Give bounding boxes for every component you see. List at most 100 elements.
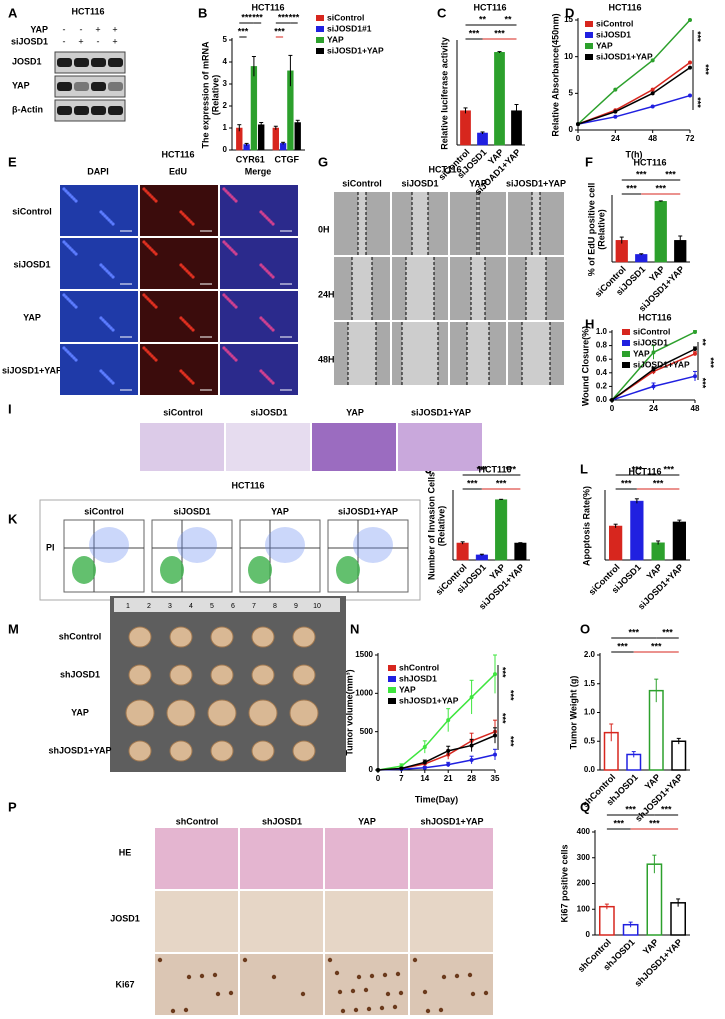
ki67-nucleus: [334, 970, 340, 976]
nucleus: [267, 218, 271, 222]
ruler-number: 4: [189, 603, 193, 610]
nucleus: [228, 246, 232, 250]
significance-label: ***: [477, 464, 488, 474]
nucleus: [191, 328, 195, 332]
nucleus: [265, 322, 269, 326]
nucleus: [70, 301, 74, 305]
nucleus: [70, 195, 74, 199]
ki67-nucleus: [186, 974, 192, 980]
invasion-image: [312, 423, 396, 471]
bar: [672, 521, 686, 561]
panel-letter: K: [8, 511, 18, 526]
significance-label: ***: [653, 478, 664, 488]
legend-swatch: [585, 54, 593, 60]
micrograph: [140, 238, 218, 289]
column-label: siJOSD1+YAP: [338, 506, 398, 516]
column-label: siControl: [163, 407, 203, 417]
nucleus: [230, 248, 234, 252]
nucleus: [263, 214, 267, 218]
cell-scatter: [177, 527, 217, 563]
legend-swatch: [388, 698, 396, 704]
line: [577, 94, 691, 125]
y-tick-label: 0: [569, 125, 574, 134]
bar: [654, 201, 667, 263]
ki67-nucleus: [157, 957, 163, 963]
legend-swatch: [316, 15, 324, 21]
significance-label: ***: [701, 64, 711, 75]
ihc-image: [325, 891, 408, 952]
legend-label: YAP: [327, 34, 344, 44]
legend-swatch: [388, 676, 396, 682]
ki67-nucleus: [228, 990, 234, 996]
chart-title: HCT116: [608, 2, 641, 12]
tumor: [128, 664, 152, 686]
micrograph: [140, 344, 218, 395]
condition-sign: -: [80, 24, 83, 34]
bar: [671, 740, 687, 771]
significance-label: ***: [506, 690, 516, 701]
ihc-image: [240, 954, 323, 1015]
significance-label: ***: [238, 26, 249, 36]
x-tick-label: 72: [686, 134, 695, 143]
ruler: [114, 598, 340, 612]
nucleus: [152, 197, 156, 201]
significance-label: ***: [469, 28, 480, 38]
y-tick-label: 1.5: [584, 679, 596, 688]
wound-gap: [348, 322, 376, 385]
micrograph: [60, 238, 138, 289]
point: [399, 766, 404, 771]
nucleus: [150, 195, 154, 199]
blot-strip: [54, 51, 126, 74]
nucleus: [224, 242, 228, 246]
nucleus: [74, 305, 78, 309]
ki67-nucleus: [183, 1007, 189, 1013]
significance-label: ***: [706, 357, 716, 368]
invasion-image: [398, 423, 482, 471]
nucleus: [224, 189, 228, 193]
nucleus: [146, 191, 150, 195]
nucleus: [191, 275, 195, 279]
legend-label: siJOSD1: [596, 29, 631, 39]
row-label: siJOSD1+YAP: [2, 365, 62, 375]
nucleus: [66, 191, 70, 195]
nucleus: [99, 210, 103, 214]
significance-label: ***: [636, 169, 647, 179]
x-tick-label: 24: [611, 134, 620, 143]
band: [74, 106, 89, 115]
legend-swatch: [316, 26, 324, 32]
bar: [477, 132, 488, 146]
y-tick-label: 0.6: [596, 354, 608, 363]
blot-title: HCT116: [71, 6, 104, 16]
y-tick-label: 0.2: [596, 382, 608, 391]
nucleus: [271, 328, 275, 332]
x-tick-label: 0: [576, 134, 581, 143]
nucleus: [185, 216, 189, 220]
nucleus: [107, 271, 111, 275]
nucleus: [226, 191, 230, 195]
significance-label: ***: [498, 667, 508, 678]
y-tick-label: 1500: [355, 650, 373, 659]
column-label: siJOSD1: [173, 506, 210, 516]
bar: [494, 52, 505, 146]
y-tick-label: 4: [223, 57, 228, 66]
x-tick-label: 0: [376, 774, 381, 783]
panel-letter: M: [8, 621, 19, 636]
bar: [272, 127, 279, 151]
nucleus: [183, 267, 187, 271]
row-label: HE: [119, 847, 132, 857]
wound-gap: [471, 257, 485, 320]
significance-label: ***: [505, 464, 516, 474]
y-tick-label: 0.0: [596, 395, 608, 404]
ihc-image: [410, 891, 493, 952]
nucleus: [150, 248, 154, 252]
y-tick-label: 0: [586, 930, 591, 939]
nucleus: [261, 318, 265, 322]
tumor: [210, 740, 234, 762]
nucleus: [144, 242, 148, 246]
point: [469, 743, 474, 748]
x-tick-label: 48: [648, 134, 657, 143]
significance-label: ***: [278, 12, 289, 22]
bar: [609, 525, 623, 561]
nucleus: [105, 322, 109, 326]
nucleus: [66, 350, 70, 354]
